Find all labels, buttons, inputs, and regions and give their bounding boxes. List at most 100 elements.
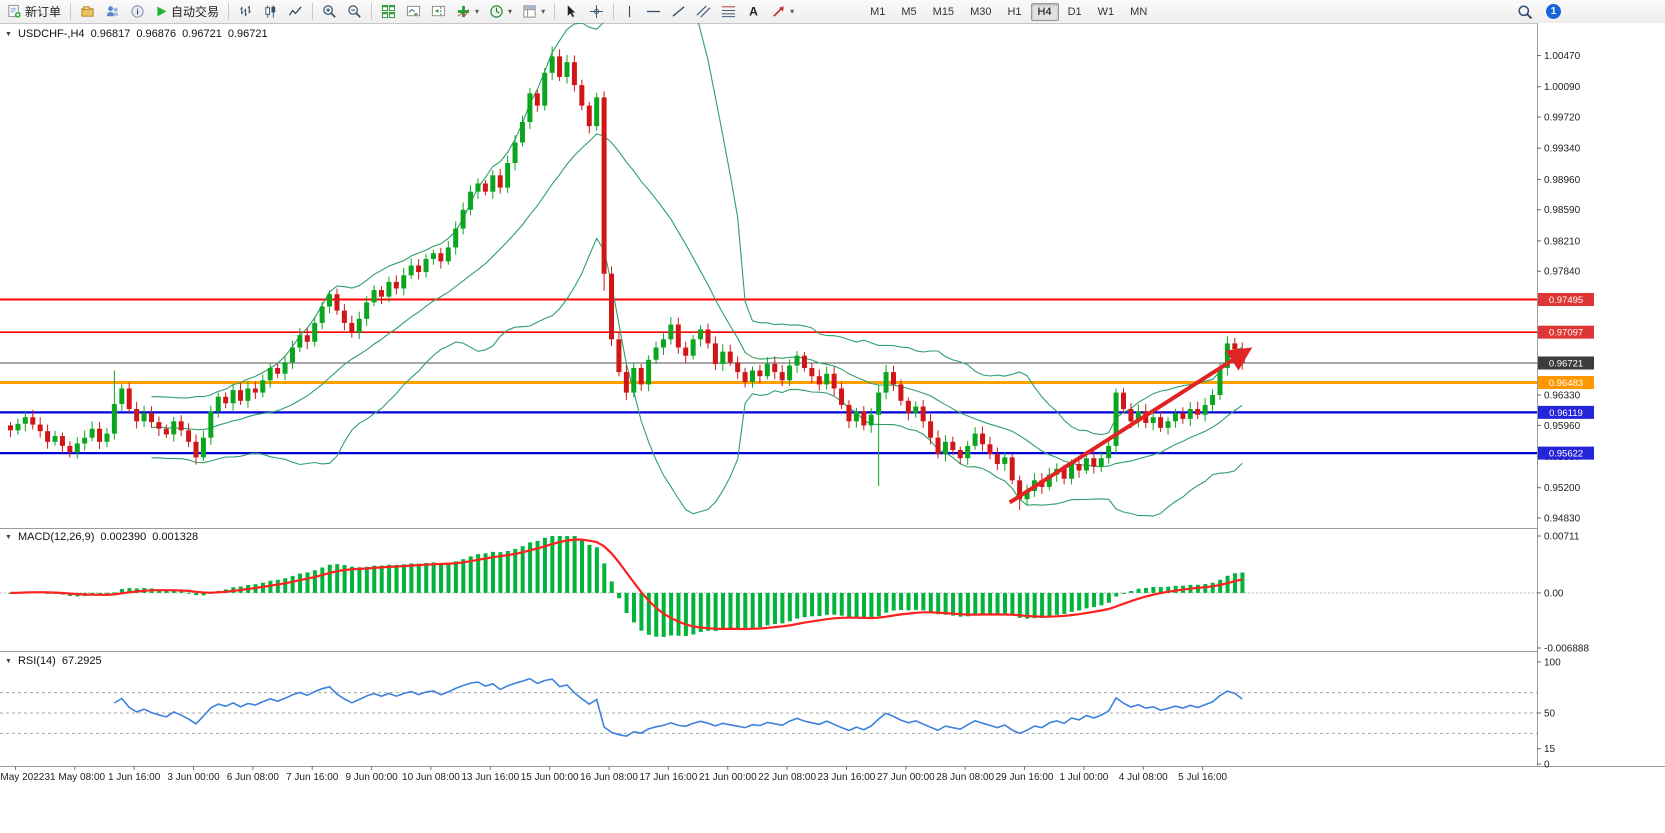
line-chart-button[interactable] bbox=[283, 2, 308, 21]
tile-windows-icon bbox=[381, 4, 396, 19]
help-button[interactable]: i bbox=[125, 2, 150, 21]
market-watch-button[interactable] bbox=[100, 2, 125, 21]
notification-badge[interactable]: 1 bbox=[1546, 4, 1561, 19]
new-order-button[interactable]: 新订单 bbox=[2, 2, 66, 21]
timeframe-h4[interactable]: H4 bbox=[1030, 2, 1059, 21]
charts-profile-button[interactable] bbox=[75, 2, 100, 21]
svg-text:0.99720: 0.99720 bbox=[1544, 113, 1581, 124]
svg-text:5 Jul 16:00: 5 Jul 16:00 bbox=[1178, 772, 1227, 783]
svg-text:17 Jun 16:00: 17 Jun 16:00 bbox=[639, 772, 697, 783]
new-order-icon bbox=[7, 4, 22, 19]
svg-text:0.97097: 0.97097 bbox=[1549, 328, 1583, 339]
horizontal-line-tool-button[interactable] bbox=[641, 2, 666, 21]
autotrading-button[interactable]: 自动交易 bbox=[150, 2, 224, 21]
zoom-out-button[interactable] bbox=[342, 2, 367, 21]
trend-arrow-layer[interactable] bbox=[1008, 347, 1253, 505]
chevron-down-icon: ▾ bbox=[541, 7, 546, 16]
toolbar-separator bbox=[613, 3, 615, 20]
svg-text:0.00: 0.00 bbox=[1544, 588, 1564, 599]
rsi-line bbox=[113, 677, 1243, 737]
timeframe-m30[interactable]: M30 bbox=[970, 5, 992, 18]
toolbar-right-group: 1 bbox=[1512, 2, 1665, 21]
fibonacci-icon bbox=[721, 4, 736, 19]
svg-text:4 Jul 08:00: 4 Jul 08:00 bbox=[1119, 772, 1168, 783]
trendline-icon bbox=[671, 4, 686, 19]
timeframe-d1[interactable]: D1 bbox=[1067, 5, 1082, 18]
arrows-tool-button[interactable]: ▾ bbox=[766, 2, 799, 21]
price-tag-0.97097: 0.97097 bbox=[1538, 325, 1594, 339]
tile-windows-button[interactable] bbox=[376, 2, 401, 21]
bollinger-bands-layer bbox=[151, 23, 1243, 517]
price-tag-0.97495: 0.97495 bbox=[1538, 293, 1594, 307]
chart-window[interactable]: 1.00470 1.00090 0.99720 0.99340 0.98960 0.985… bbox=[0, 23, 1665, 783]
chevron-down-icon: ▾ bbox=[790, 7, 795, 16]
search-button[interactable] bbox=[1512, 2, 1538, 21]
templates-button[interactable]: ▾ bbox=[517, 2, 550, 21]
candlestick-icon bbox=[263, 4, 278, 19]
channel-tool-button[interactable] bbox=[691, 2, 716, 21]
chart-canvas[interactable]: 1.00470 1.00090 0.99720 0.99340 0.98960 0.985… bbox=[0, 23, 1665, 783]
svg-text:0.00711: 0.00711 bbox=[1544, 532, 1580, 543]
vertical-line-icon bbox=[623, 4, 636, 19]
toolbar-separator bbox=[371, 3, 373, 20]
panel-separators[interactable] bbox=[0, 528, 1665, 767]
auto-scroll-button[interactable] bbox=[401, 2, 426, 21]
chart-shift-button[interactable] bbox=[426, 2, 451, 21]
svg-text:0.98960: 0.98960 bbox=[1544, 175, 1581, 186]
candles-layer bbox=[8, 46, 1245, 510]
horizontal-line-icon bbox=[646, 4, 661, 19]
toolbar-separator bbox=[554, 3, 556, 20]
toolbar-separator bbox=[312, 3, 314, 20]
line-chart-icon bbox=[288, 4, 303, 19]
chevron-down-icon: ▾ bbox=[475, 7, 480, 16]
svg-text:7 Jun 16:00: 7 Jun 16:00 bbox=[286, 772, 339, 783]
timeframe-h1[interactable]: H1 bbox=[1007, 5, 1022, 18]
price-tag-0.96483: 0.96483 bbox=[1538, 376, 1594, 390]
svg-text:0.96721: 0.96721 bbox=[1549, 359, 1583, 370]
periods-button[interactable]: ▾ bbox=[484, 2, 517, 21]
timeframe-m15[interactable]: M15 bbox=[932, 5, 955, 18]
timeframe-w1[interactable]: W1 bbox=[1097, 5, 1115, 18]
timeframe-toolbar: M1 M5 M15 M30 H1 H4 D1 W1 MN bbox=[863, 2, 1154, 21]
timeframe-mn[interactable]: MN bbox=[1130, 5, 1148, 18]
svg-text:0.99340: 0.99340 bbox=[1544, 144, 1581, 155]
text-tool-button[interactable]: A bbox=[741, 2, 766, 21]
zoom-in-button[interactable] bbox=[317, 2, 342, 21]
autotrading-play-icon bbox=[155, 5, 168, 18]
cursor-tool-button[interactable] bbox=[559, 2, 584, 21]
price-axis[interactable]: 1.00470 1.00090 0.99720 0.99340 0.98960 0.985… bbox=[1537, 23, 1665, 771]
trendline-tool-button[interactable] bbox=[666, 2, 691, 21]
candlestick-chart-button[interactable] bbox=[258, 2, 283, 21]
fibonacci-tool-button[interactable] bbox=[716, 2, 741, 21]
svg-text:0.97495: 0.97495 bbox=[1549, 295, 1583, 306]
chart-shift-icon bbox=[431, 4, 446, 19]
svg-text:1.00090: 1.00090 bbox=[1544, 82, 1581, 93]
timeframe-m1[interactable]: M1 bbox=[870, 5, 886, 18]
svg-text:0.95622: 0.95622 bbox=[1549, 449, 1583, 460]
info-icon: i bbox=[130, 4, 145, 19]
svg-text:21 Jun 00:00: 21 Jun 00:00 bbox=[699, 772, 757, 783]
svg-text:10 Jun 08:00: 10 Jun 08:00 bbox=[402, 772, 460, 783]
bar-chart-button[interactable] bbox=[233, 2, 258, 21]
bar-chart-icon bbox=[238, 4, 253, 19]
vertical-line-tool-button[interactable] bbox=[618, 2, 641, 21]
crosshair-tool-button[interactable] bbox=[584, 2, 609, 21]
svg-text:3 Jun 00:00: 3 Jun 00:00 bbox=[167, 772, 220, 783]
svg-text:0.98210: 0.98210 bbox=[1544, 236, 1581, 247]
market-watch-icon bbox=[105, 4, 120, 19]
svg-text:0.98590: 0.98590 bbox=[1544, 205, 1581, 216]
svg-text:0.96119: 0.96119 bbox=[1549, 408, 1583, 419]
svg-text:0.96330: 0.96330 bbox=[1544, 391, 1581, 402]
svg-text:0: 0 bbox=[1544, 760, 1550, 771]
svg-text:22 Jun 08:00: 22 Jun 08:00 bbox=[758, 772, 816, 783]
svg-text:16 Jun 08:00: 16 Jun 08:00 bbox=[580, 772, 638, 783]
svg-text:0.97840: 0.97840 bbox=[1544, 267, 1581, 278]
svg-text:6 Jun 08:00: 6 Jun 08:00 bbox=[227, 772, 280, 783]
timeframe-m5[interactable]: M5 bbox=[901, 5, 917, 18]
trend-arrow[interactable] bbox=[1008, 347, 1253, 505]
svg-text:0.95960: 0.95960 bbox=[1544, 421, 1581, 432]
autotrading-label: 自动交易 bbox=[171, 5, 220, 19]
periods-clock-icon bbox=[489, 4, 504, 19]
indicators-button[interactable]: ▾ bbox=[451, 2, 484, 21]
